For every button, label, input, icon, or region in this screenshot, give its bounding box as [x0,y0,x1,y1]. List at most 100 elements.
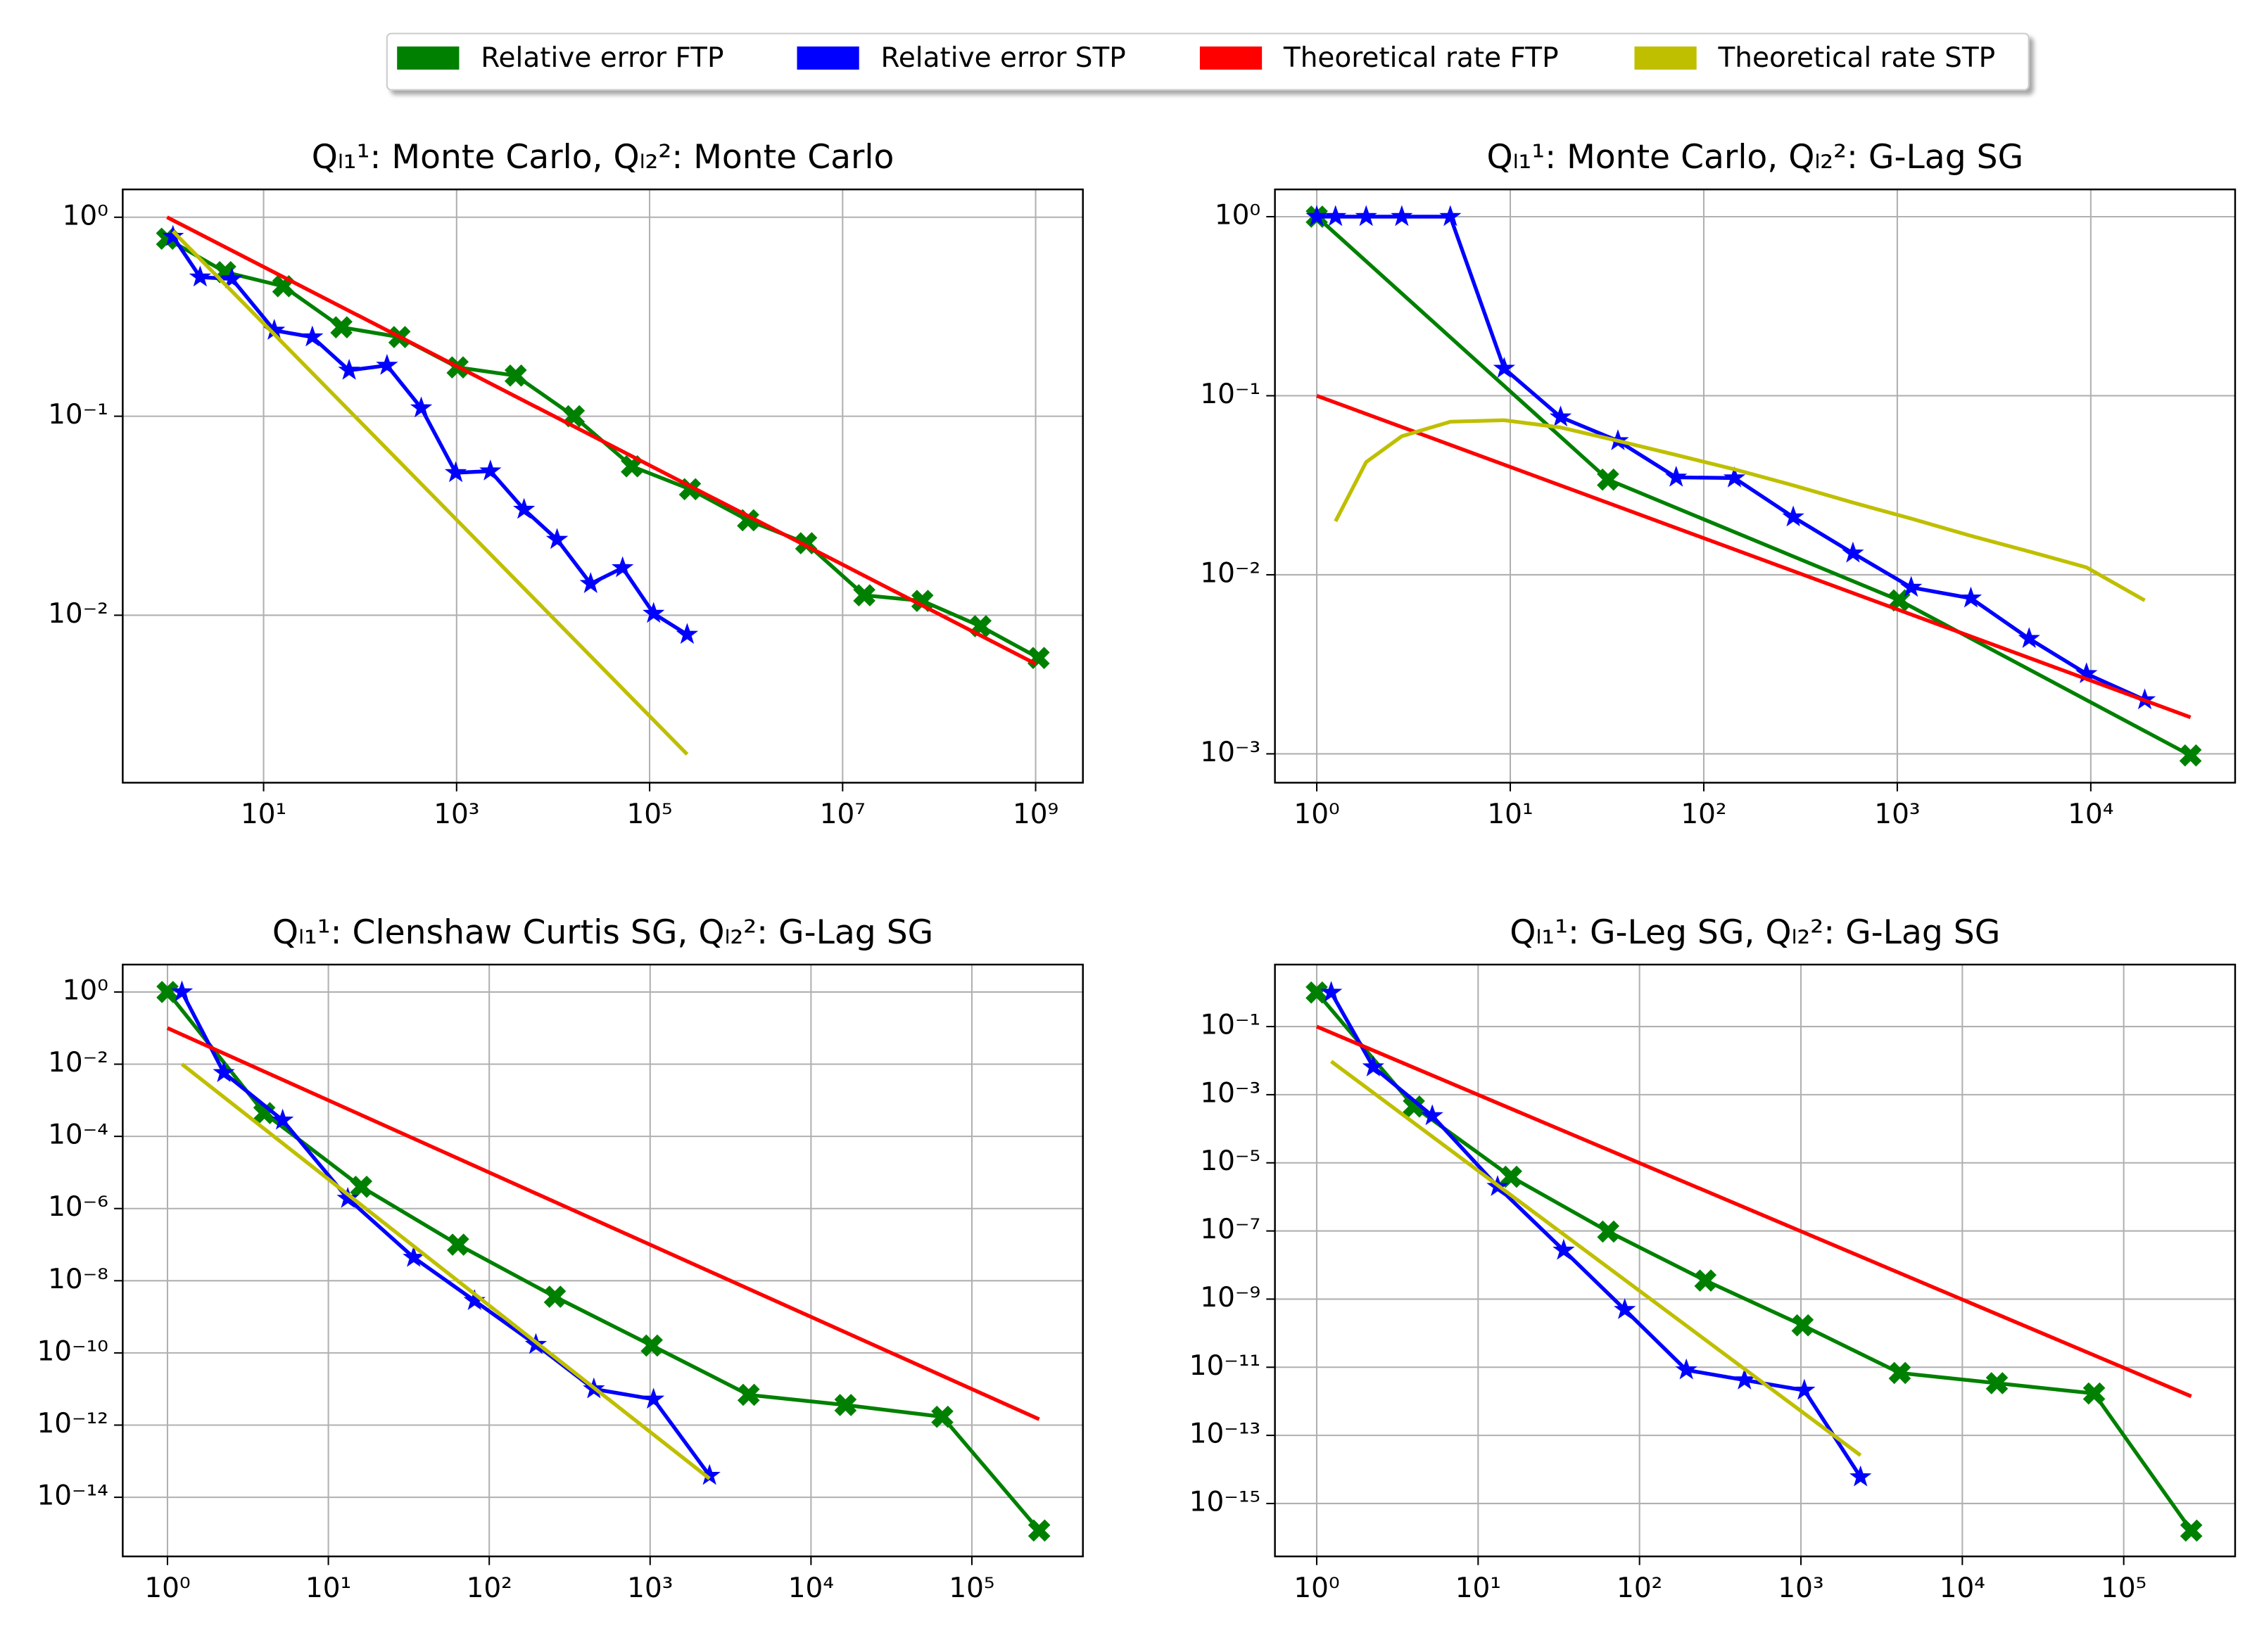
series-line [1334,418,2146,602]
y-tick-label: 10⁻³ [1200,1077,1260,1109]
subplot: Qₗ₁¹: G-Leg SG, Qₗ₂²: G-Lag SG 10⁰ 10¹ 10² 1… [1189,913,2237,1604]
x-tick-label: 10³ [627,1572,673,1604]
y-tick-label: 10⁻¹¹ [1189,1350,1260,1382]
legend-label: Relative error FTP [481,42,723,74]
x-tick-label: 10¹ [241,799,286,830]
marker [376,353,398,375]
x-tick-label: 10¹ [1455,1572,1501,1604]
legend-swatch [397,46,460,70]
x-tick-label: 10⁴ [1940,1572,1985,1604]
axes-frame [1274,188,2237,784]
marker [621,455,643,478]
x-tick-label: 10¹ [1487,799,1533,830]
marker [444,461,467,483]
x-tick-label: 10⁵ [626,799,672,830]
x-tick-label: 10⁴ [2068,799,2113,830]
y-tick-label: 10⁻⁷ [1200,1214,1260,1245]
marker [1362,1055,1384,1076]
marker [640,1334,663,1357]
y-tick-label: 10⁻³ [1200,737,1260,768]
marker [213,1061,235,1082]
marker [911,590,934,612]
marker [2018,627,2040,649]
marker [612,556,634,578]
axes-frame [122,188,1084,784]
legend-swatch [1199,46,1263,70]
marker [410,396,433,418]
marker [336,1186,359,1208]
marker [1421,1104,1443,1126]
marker [1985,1372,2009,1394]
x-tick-label: 10⁰ [1294,1572,1339,1604]
legend-swatch [1634,46,1697,70]
y-tick-label: 10⁻¹⁵ [1189,1486,1260,1518]
subplot-title: Qₗ₁¹: G-Leg SG, Qₗ₂²: G-Lag SG [1510,913,2000,952]
marker [1500,1165,1522,1188]
legend-swatch [797,46,859,70]
x-tick-label: 10⁹ [1013,799,1058,830]
legend-label: Theoretical rate FTP [1283,42,1559,74]
marker [643,602,665,623]
series-line [1315,215,2192,758]
marker [1733,1368,1756,1390]
marker [272,1108,294,1130]
marker [579,572,602,593]
marker [1959,586,1982,608]
x-tick-label: 10⁰ [1294,799,1339,830]
y-tick-label: 10⁻¹⁰ [37,1335,108,1367]
marker [676,623,699,644]
series-line [180,991,712,1477]
y-tick-label: 10⁻¹³ [1189,1418,1260,1450]
marker [170,980,194,1002]
marker [301,325,324,347]
y-tick-label: 10⁻¹² [37,1408,108,1440]
y-tick-label: 10⁰ [63,974,108,1006]
marker [189,265,212,287]
marker [1549,405,1572,427]
marker [545,528,569,549]
legend-label: Relative error STP [881,42,1126,74]
marker [1849,1465,1872,1487]
y-tick-label: 10⁻⁴ [48,1119,108,1151]
x-tick-label: 10⁷ [820,799,866,830]
x-tick-label: 10⁵ [2101,1572,2146,1604]
marker [543,1285,567,1308]
series-line [171,229,689,756]
marker [220,267,244,288]
marker [642,1387,665,1409]
series-line [165,991,1041,1532]
subplot-title: Qₗ₁¹: Monte Carlo, Qₗ₂²: G-Lag SG [1486,138,2023,177]
marker [1723,466,1746,488]
series-line [171,235,688,637]
marker [513,497,536,519]
x-tick-label: 10² [1617,1572,1662,1604]
marker [931,1405,954,1428]
marker [1493,357,1515,379]
marker [1391,205,1413,227]
subplot-title: Qₗ₁¹: Monte Carlo, Qₗ₂²: Monte Carlo [312,138,894,177]
marker [1782,505,1804,527]
marker [1694,1269,1717,1292]
y-tick-label: 10⁻⁹ [1200,1282,1260,1314]
marker [1614,1297,1636,1319]
marker [1791,1314,1814,1337]
marker [2082,1382,2106,1405]
y-tick-label: 10⁻⁸ [48,1264,108,1295]
x-tick-label: 10² [1681,799,1726,830]
x-tick-label: 10³ [434,799,479,830]
y-tick-label: 10⁻⁵ [1200,1145,1260,1177]
x-tick-label: 10² [467,1572,512,1604]
series-line [1329,1060,1862,1457]
subplot: Qₗ₁¹: Monte Carlo, Qₗ₂²: G-Lag SG 10⁰ 10¹ 1… [1200,138,2237,830]
marker [447,1233,469,1256]
marker [1842,541,1864,563]
marker [834,1394,857,1416]
y-tick-label: 10⁻¹ [1200,1010,1260,1041]
marker [1900,576,1923,597]
subplot: Qₗ₁¹: Monte Carlo, Qₗ₂²: Monte Carlo 10¹ 1… [48,138,1084,830]
marker [1665,466,1688,487]
series-line [1315,991,2193,1532]
series-line [180,1062,711,1480]
marker [1324,205,1347,227]
